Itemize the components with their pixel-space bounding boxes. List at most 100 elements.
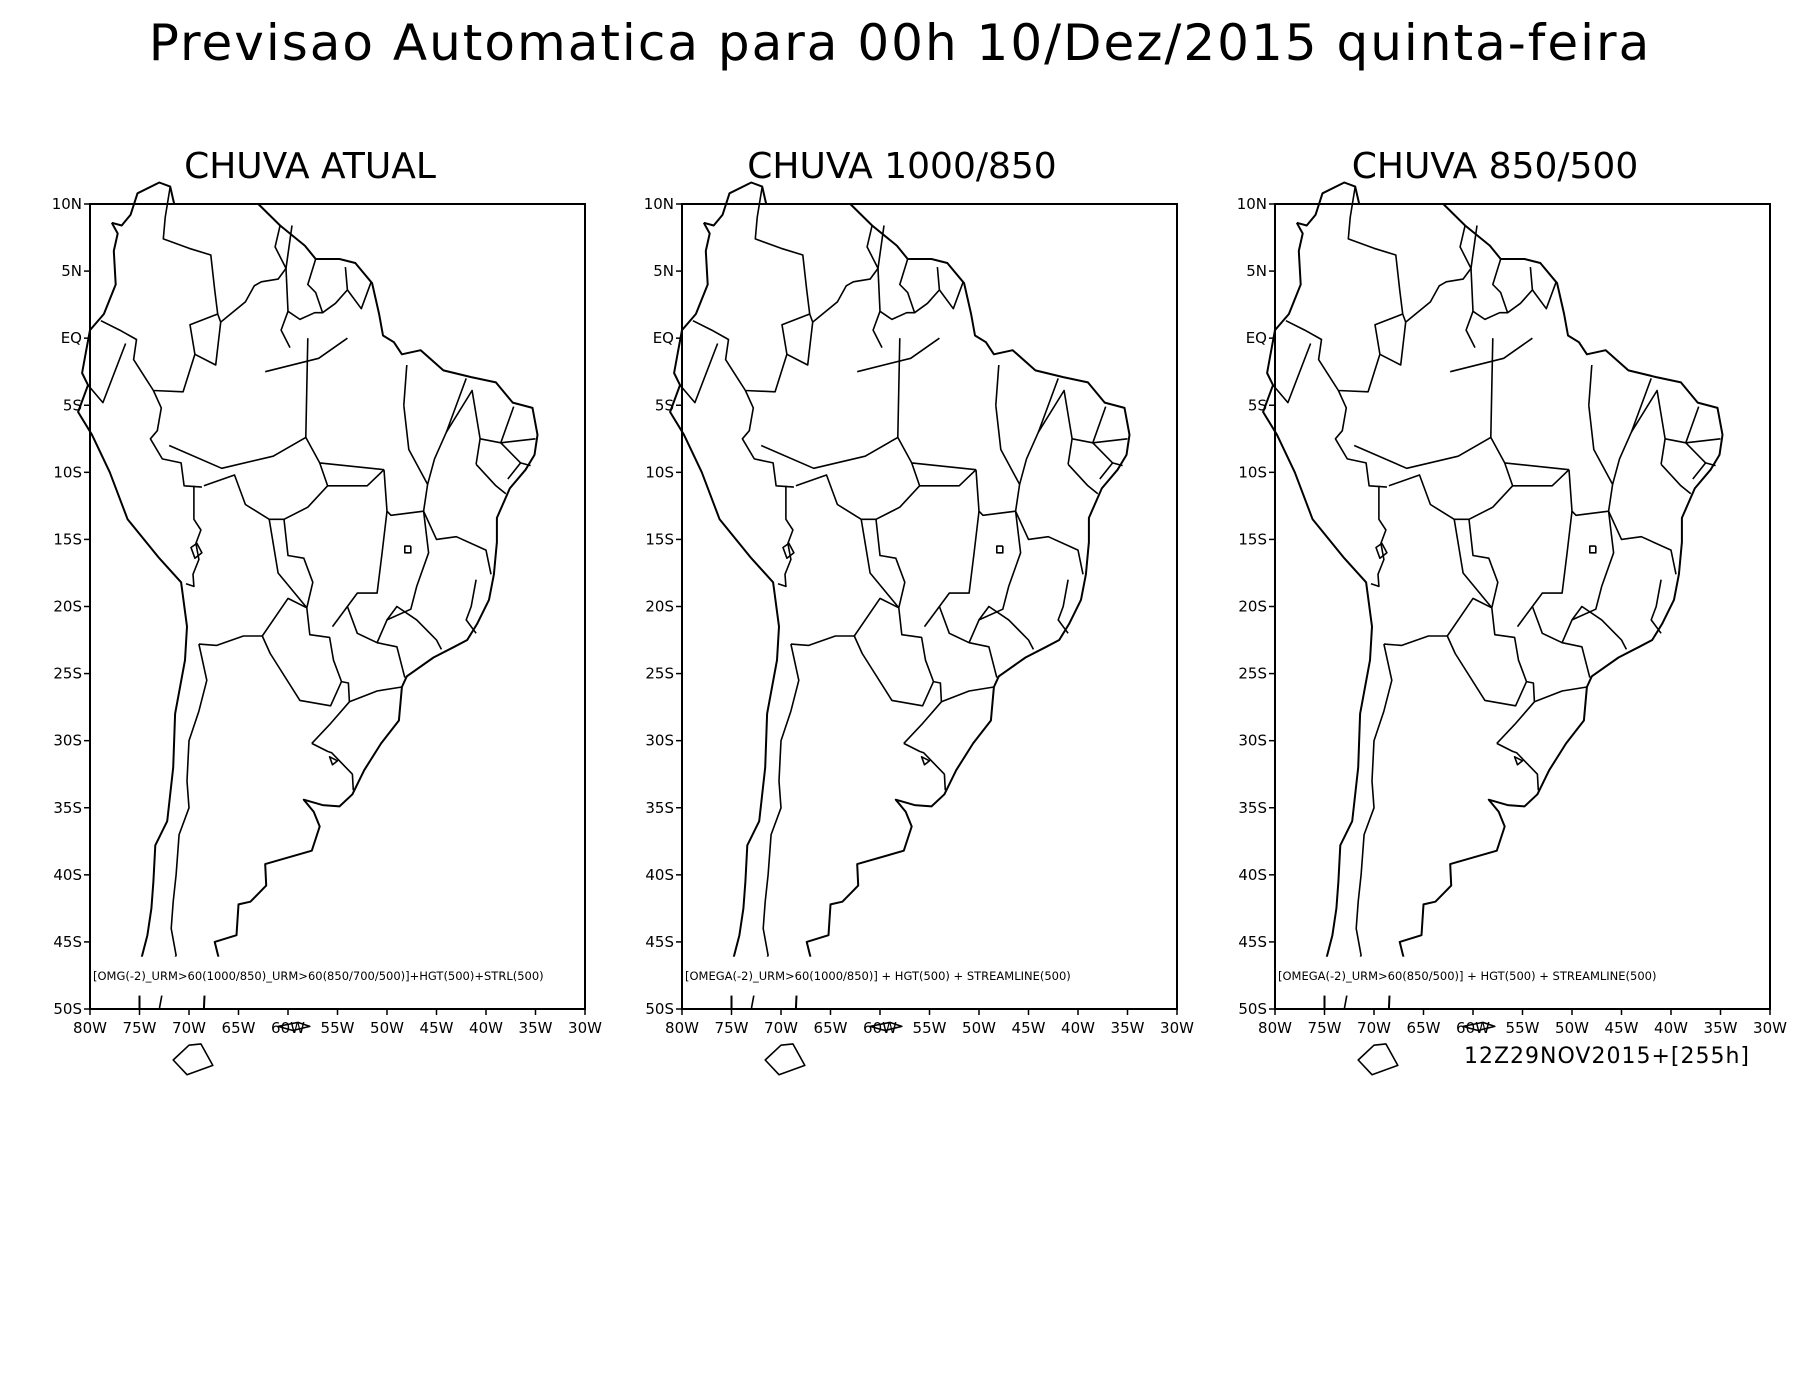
map-panel-chuva-1000-850: CHUVA 1000/850 [OMEGA(-2)_URM>60(1000/85… bbox=[632, 140, 1194, 1076]
border-line bbox=[1018, 378, 1059, 485]
lon-tick-label: 30W bbox=[568, 1019, 602, 1037]
border-line bbox=[404, 545, 412, 554]
map-panel-chuva-atual: CHUVA ATUAL [OMG(-2)_URM>60(1000/850)_UR… bbox=[40, 140, 602, 1076]
border-line bbox=[1650, 579, 1662, 634]
lon-tick-label: 45W bbox=[1012, 1019, 1046, 1037]
border-line bbox=[349, 686, 403, 703]
border-line bbox=[162, 186, 222, 323]
border-line bbox=[465, 579, 477, 634]
border-line bbox=[507, 462, 522, 480]
lon-tick-label: 35W bbox=[1111, 1019, 1145, 1037]
lat-tick-label: 25S bbox=[53, 665, 82, 683]
border-line bbox=[1468, 462, 1514, 521]
lake-outline bbox=[1513, 756, 1524, 766]
lat-tick-label: 5N bbox=[1246, 262, 1267, 280]
border-line bbox=[311, 742, 355, 791]
border-line bbox=[790, 635, 935, 707]
lon-tick-label: 60W bbox=[271, 1019, 305, 1037]
coastline-east bbox=[1387, 203, 1724, 1010]
lon-tick-label: 80W bbox=[73, 1019, 107, 1037]
border-line bbox=[475, 463, 507, 495]
lat-tick-label: 40S bbox=[645, 866, 674, 884]
lon-tick-label: 65W bbox=[1407, 1019, 1441, 1037]
border-line bbox=[1353, 436, 1570, 471]
border-line bbox=[1405, 225, 1472, 323]
border-line bbox=[1465, 311, 1476, 348]
border-line bbox=[261, 597, 308, 637]
lon-tick-label: 65W bbox=[222, 1019, 256, 1037]
border-line bbox=[1334, 390, 1387, 488]
border-line bbox=[968, 641, 998, 678]
coastline-east bbox=[794, 203, 1131, 1010]
border-line bbox=[1660, 463, 1692, 495]
border-line bbox=[760, 436, 977, 471]
border-line bbox=[305, 338, 309, 438]
lake-outline bbox=[328, 756, 339, 766]
map-frame bbox=[89, 203, 586, 1010]
border-line bbox=[1071, 406, 1107, 444]
map-chuva-850-500: [OMEGA(-2)_URM>60(850/500)] + HGT(500) +… bbox=[1237, 181, 1787, 1076]
coastline-east bbox=[202, 203, 539, 1010]
lat-tick-label: 35S bbox=[1238, 799, 1267, 817]
lat-tick-label: 10N bbox=[52, 195, 82, 213]
border-line bbox=[322, 267, 349, 314]
lat-tick-label: 15S bbox=[53, 530, 82, 548]
border-line bbox=[1561, 641, 1591, 678]
border-line bbox=[285, 225, 324, 321]
border-line bbox=[1630, 389, 1666, 465]
border-line bbox=[1491, 607, 1536, 744]
border-line bbox=[168, 436, 385, 471]
border-line bbox=[1490, 338, 1494, 438]
lon-tick-label: 65W bbox=[814, 1019, 848, 1037]
border-line bbox=[1285, 313, 1403, 393]
island-outline bbox=[277, 1021, 311, 1032]
product-caption: [OMG(-2)_URM>60(1000/850)_URM>60(850/700… bbox=[93, 969, 544, 983]
lat-tick-label: 45S bbox=[53, 933, 82, 951]
lat-tick-label: 35S bbox=[53, 799, 82, 817]
lat-tick-label: 5N bbox=[61, 262, 82, 280]
border-line bbox=[220, 225, 287, 323]
island-outline bbox=[172, 1043, 214, 1076]
lat-tick-label: 50S bbox=[1238, 1000, 1267, 1018]
border-line bbox=[1607, 510, 1677, 575]
coastline-west bbox=[1262, 222, 1373, 1009]
lat-tick-label: 5N bbox=[653, 262, 674, 280]
border-line bbox=[1383, 635, 1528, 707]
border-line bbox=[754, 186, 814, 323]
lon-tick-label: 55W bbox=[913, 1019, 947, 1037]
lon-tick-label: 55W bbox=[1506, 1019, 1540, 1037]
map-panel-chuva-850-500: CHUVA 850/500 [OMEGA(-2)_URM>60(850/500)… bbox=[1225, 140, 1787, 1076]
border-line bbox=[331, 606, 349, 628]
border-line bbox=[158, 643, 208, 1010]
lake-outline bbox=[782, 542, 795, 559]
border-line bbox=[383, 405, 429, 517]
product-caption: [OMEGA(-2)_URM>60(850/500)] + HGT(500) +… bbox=[1278, 969, 1656, 983]
lat-tick-label: 45S bbox=[1238, 933, 1267, 951]
map-frame bbox=[1274, 203, 1771, 1010]
lon-tick-label: 75W bbox=[123, 1019, 157, 1037]
border-line bbox=[1571, 605, 1628, 650]
border-line bbox=[265, 337, 348, 373]
border-line bbox=[306, 607, 351, 744]
border-line bbox=[500, 442, 531, 467]
lon-tick-label: 45W bbox=[1605, 1019, 1639, 1037]
lon-tick-label: 70W bbox=[1357, 1019, 1391, 1037]
border-line bbox=[1092, 442, 1123, 467]
lat-tick-label: 10N bbox=[644, 195, 674, 213]
border-line bbox=[938, 281, 964, 310]
border-line bbox=[1685, 438, 1721, 444]
border-line bbox=[1496, 742, 1540, 791]
lon-tick-label: 35W bbox=[1704, 1019, 1738, 1037]
lat-tick-label: 10N bbox=[1237, 195, 1267, 213]
lon-tick-label: 55W bbox=[321, 1019, 355, 1037]
border-line bbox=[914, 267, 941, 314]
lat-tick-label: 25S bbox=[1238, 665, 1267, 683]
border-line bbox=[280, 311, 291, 348]
lon-tick-label: 75W bbox=[1308, 1019, 1342, 1037]
lat-tick-label: 50S bbox=[53, 1000, 82, 1018]
island-outline bbox=[1357, 1043, 1399, 1076]
border-line bbox=[149, 390, 202, 488]
lat-tick-label: EQ bbox=[1246, 329, 1267, 347]
lat-tick-label: 5S bbox=[1248, 396, 1267, 414]
border-line bbox=[1516, 606, 1534, 628]
